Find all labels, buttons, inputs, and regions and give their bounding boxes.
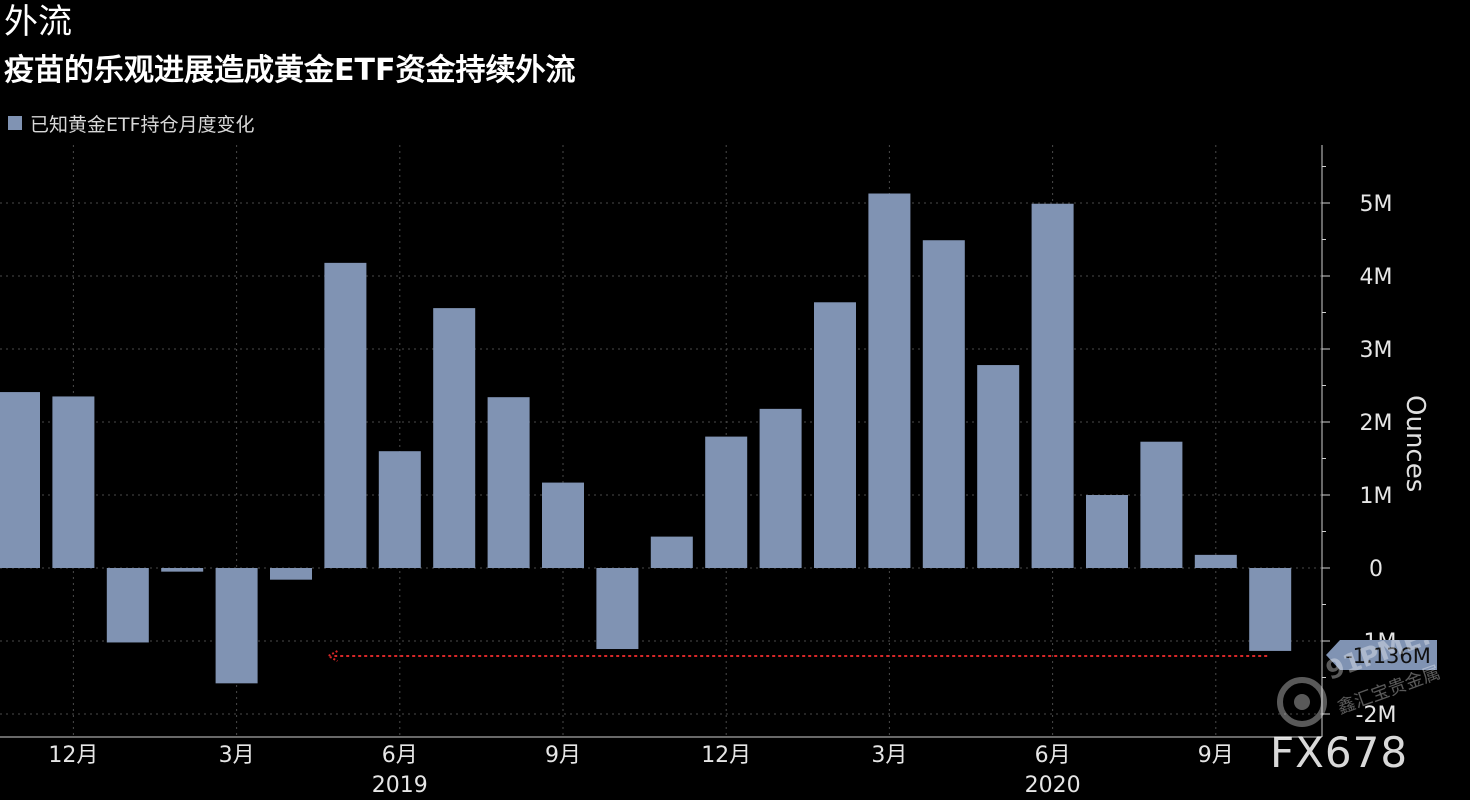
x-tick-label: 6月: [1035, 743, 1071, 768]
bar: [1249, 568, 1292, 651]
chart-subtitle: 疫苗的乐观进展造成黄金ETF资金持续外流: [4, 53, 576, 88]
x-tick-label: 12月: [48, 743, 98, 768]
bar: [922, 240, 965, 569]
value-label-tag: [1326, 640, 1437, 670]
y-tick-label: 2M: [1360, 411, 1393, 436]
legend: 已知黄金ETF持仓月度变化: [8, 108, 255, 138]
legend-label: 已知黄金ETF持仓月度变化: [30, 113, 255, 136]
chart-title: 外流: [4, 2, 72, 42]
site-watermark: 91PME.COM 鑫汇宝贵金属: [1277, 640, 1470, 727]
bar: [378, 451, 421, 568]
x-tick-label: 9月: [1198, 743, 1234, 768]
bar: [596, 568, 639, 650]
x-tick-label: 12月: [701, 743, 751, 768]
bar: [106, 568, 149, 643]
bar: [977, 365, 1020, 568]
bar: [705, 436, 748, 568]
fx678-watermark: FX678: [1270, 728, 1409, 777]
bar: [215, 568, 258, 684]
y-tick-label: 3M: [1360, 338, 1393, 363]
bar: [161, 568, 204, 572]
legend-swatch: [8, 116, 22, 130]
bar: [0, 392, 40, 568]
bar: [433, 308, 476, 568]
bar: [1086, 495, 1128, 568]
x-tick-label: 3月: [219, 743, 255, 768]
value-label-text: -1.136M: [1345, 644, 1431, 668]
x-tick-label: 6月: [382, 743, 418, 768]
y-tick-label: 5M: [1360, 192, 1393, 217]
x-tick-label: 9月: [545, 743, 581, 768]
x-year-label: 2019: [372, 773, 428, 798]
y-tick-label: 0: [1369, 557, 1383, 582]
y-tick-label: -2M: [1356, 703, 1397, 728]
bar: [814, 302, 856, 568]
x-year-label: 2020: [1025, 773, 1081, 798]
bar: [759, 408, 802, 568]
x-tick-label: 3月: [871, 743, 907, 768]
bar: [52, 396, 95, 568]
bar: [1140, 441, 1183, 568]
annotation-arrow-head: [326, 650, 338, 662]
bar: [270, 568, 312, 580]
bar: [487, 397, 530, 568]
bar: [1031, 203, 1074, 569]
bar: [650, 536, 693, 568]
y-tick-label: 1M: [1360, 484, 1393, 509]
y-tick-label: 4M: [1360, 265, 1393, 290]
bar: [324, 262, 367, 568]
bar: [1194, 554, 1237, 568]
y-axis-label: Ounces: [1400, 395, 1430, 493]
bar: [542, 482, 584, 568]
bar: [868, 193, 911, 568]
